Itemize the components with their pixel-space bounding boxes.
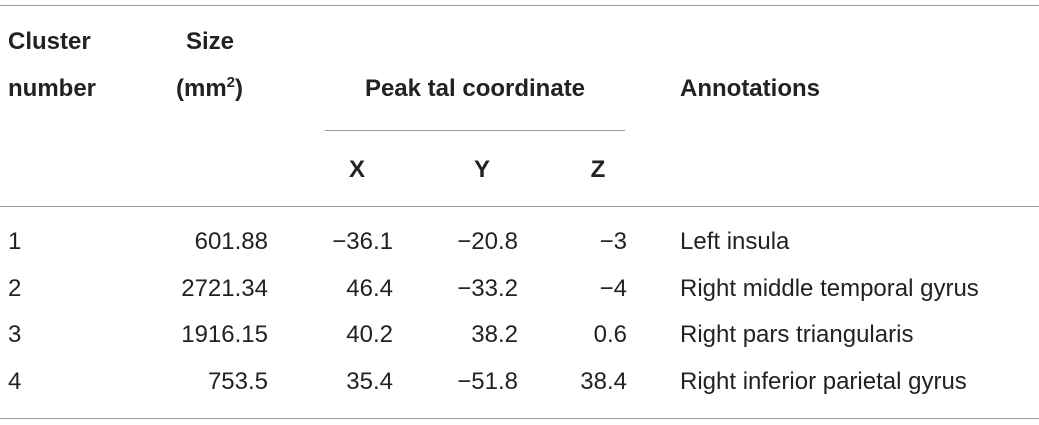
cell: 753.5 bbox=[207, 368, 268, 395]
rule bbox=[0, 206, 1039, 207]
cell: −36.1 bbox=[332, 228, 393, 255]
header-cell: Cluster bbox=[8, 28, 91, 55]
cell: 4 bbox=[8, 368, 22, 395]
header-cell: Z bbox=[590, 156, 606, 183]
cell: 38.4 bbox=[580, 368, 627, 395]
cell: Left insula bbox=[680, 228, 790, 255]
cell: 1 bbox=[8, 228, 22, 255]
cell: Right inferior parietal gyrus bbox=[680, 368, 967, 395]
rule bbox=[325, 130, 625, 131]
header-text: (mm bbox=[176, 75, 227, 102]
cell: 601.88 bbox=[194, 228, 268, 255]
cell: −3 bbox=[599, 228, 627, 255]
cell: 2 bbox=[8, 275, 22, 302]
cell: 40.2 bbox=[346, 321, 393, 348]
cell: Right middle temporal gyrus bbox=[680, 275, 979, 302]
cell: −51.8 bbox=[457, 368, 518, 395]
cell: −4 bbox=[599, 275, 627, 302]
cell: 46.4 bbox=[346, 275, 393, 302]
cell: 3 bbox=[8, 321, 22, 348]
rule bbox=[0, 5, 1039, 6]
cell: −33.2 bbox=[457, 275, 518, 302]
cell: 2721.34 bbox=[181, 275, 268, 302]
header-cell: Y bbox=[473, 156, 490, 183]
header-cell: number bbox=[8, 75, 97, 102]
header-cell: Size bbox=[186, 28, 235, 55]
cell: 1916.15 bbox=[181, 321, 268, 348]
superscript: 2 bbox=[226, 74, 236, 91]
cell: Right pars triangularis bbox=[680, 321, 914, 348]
header-text: ) bbox=[235, 75, 244, 102]
header-cell: (mm2) bbox=[176, 75, 243, 103]
rule bbox=[0, 418, 1039, 419]
cell: 0.6 bbox=[593, 321, 627, 348]
header-cell: Peak tal coordinate bbox=[364, 75, 586, 102]
cell: −20.8 bbox=[457, 228, 518, 255]
header-cell: Annotations bbox=[680, 75, 820, 102]
header-cell: X bbox=[348, 156, 365, 183]
cell: 35.4 bbox=[346, 368, 393, 395]
cell: 38.2 bbox=[471, 321, 518, 348]
